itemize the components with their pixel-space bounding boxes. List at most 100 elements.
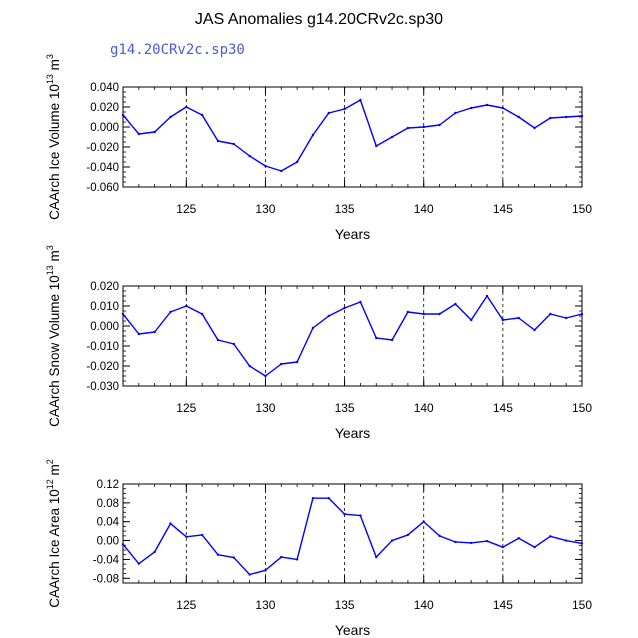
y-axis-label: CAArch Ice Volume 1013 m3 [45, 54, 62, 220]
x-tick-label: 135 [335, 401, 355, 415]
x-tick-label: 150 [572, 598, 592, 612]
x-axis-label: Years [335, 425, 370, 441]
data-point [200, 533, 204, 537]
figure-subtitle: g14.20CRv2c.sp30 [110, 42, 245, 58]
x-tick-label: 140 [414, 598, 434, 612]
data-point [327, 111, 330, 115]
data-point [470, 541, 473, 545]
y-tick-label: 0.12 [97, 479, 119, 491]
y-tick-label: -0.020 [86, 142, 119, 154]
data-point [311, 326, 315, 330]
data-point [422, 312, 425, 316]
x-tick-label: 135 [335, 202, 355, 216]
y-tick-label: 0.020 [90, 102, 119, 114]
data-point [200, 312, 204, 316]
data-point [169, 310, 172, 314]
x-tick-label: 135 [335, 598, 355, 612]
x-tick-label: 145 [493, 202, 513, 216]
y-tick-label: -0.010 [86, 341, 119, 353]
data-point [390, 135, 394, 139]
data-point [169, 522, 172, 525]
data-point [406, 126, 410, 130]
panel-2: 125 130 135 140 145 150 -0.030 -0.020 -0.010 0.00… [45, 245, 592, 441]
data-point [137, 132, 141, 136]
y-axis-label-exponent: 12 [45, 479, 55, 489]
data-point [549, 116, 552, 120]
data-point [280, 362, 283, 366]
data-point [406, 533, 410, 537]
data-point [375, 144, 378, 148]
x-tick-label: 130 [255, 598, 275, 612]
data-point [232, 142, 235, 146]
y-axis-label-unit-exponent: 3 [45, 245, 55, 250]
data-point [280, 169, 283, 173]
data-point [343, 512, 346, 516]
data-point [295, 160, 299, 164]
y-tick-label: 0.000 [90, 321, 119, 333]
data-point [359, 300, 362, 304]
x-tick-label: 140 [414, 401, 434, 415]
data-point [533, 126, 536, 130]
data-point [327, 314, 330, 318]
y-axis-label-unit: m [47, 250, 62, 265]
y-tick-label: 0.04 [97, 517, 120, 529]
data-point [390, 338, 394, 342]
y-axis-label-text: CAArch Ice Area 10 [47, 489, 62, 608]
data-point [470, 106, 473, 110]
data-point [311, 496, 315, 500]
series-line [122, 497, 583, 576]
y-axis-label-exponent: 13 [45, 265, 55, 275]
data-point [470, 318, 473, 322]
x-tick-label: 125 [176, 202, 196, 216]
figure-title: JAS Anomalies g14.20CRv2c.sp30 [195, 11, 443, 28]
data-point [185, 535, 188, 538]
x-tick-label: 145 [493, 401, 513, 415]
data-point [185, 304, 188, 308]
data-point [501, 318, 505, 322]
data-point [248, 154, 251, 158]
data-point [501, 545, 505, 549]
data-point [580, 542, 584, 545]
data-point [200, 113, 204, 117]
plot-frame [122, 483, 583, 584]
plot-frame [122, 86, 583, 188]
panel-1: 125 130 135 140 145 150 -0.060 -0.040 -0.020 0.00… [45, 54, 592, 242]
y-tick-label: 0.010 [90, 301, 119, 313]
y-axis-label-text: CAArch Ice Volume 10 [47, 84, 62, 220]
data-point [248, 364, 251, 368]
data-point [153, 330, 156, 334]
data-point [121, 543, 125, 546]
data-point [533, 328, 536, 332]
data-point [580, 114, 584, 118]
data-point [485, 294, 489, 298]
data-point [501, 106, 505, 110]
data-point [375, 336, 378, 340]
plot-frame [122, 285, 583, 387]
data-point [311, 133, 315, 137]
panel-3: 125 130 135 140 145 150 -0.08 -0.04 0.00 0.04 0.08… [45, 459, 592, 638]
data-point [485, 539, 489, 543]
data-point [248, 573, 251, 576]
data-point [295, 360, 299, 364]
y-tick-label: -0.040 [86, 162, 119, 174]
data-point [438, 312, 441, 316]
y-tick-label: -0.030 [86, 381, 119, 393]
x-tick-label: 150 [572, 401, 592, 415]
y-axis-label-unit: m [47, 464, 62, 479]
data-point [454, 302, 457, 306]
data-point [295, 558, 299, 561]
y-axis-label-unit: m [47, 59, 62, 74]
y-axis-label-unit-exponent: 3 [45, 54, 55, 59]
x-axis-label: Years [335, 226, 370, 242]
data-point [564, 115, 568, 119]
x-tick-label: 150 [572, 202, 592, 216]
series-line [122, 99, 583, 172]
data-point [232, 342, 235, 346]
data-point [137, 332, 141, 336]
y-axis-label-exponent: 13 [45, 74, 55, 84]
data-point [153, 550, 156, 554]
y-tick-label: 0.00 [97, 536, 119, 548]
y-axis-label: CAArch Snow Volume 1013 m3 [45, 245, 62, 427]
data-point [549, 535, 552, 538]
x-tick-label: 125 [176, 598, 196, 612]
